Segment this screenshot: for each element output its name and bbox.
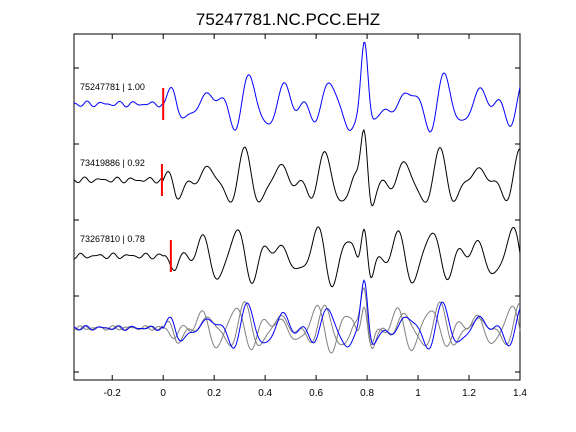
waveform-traces xyxy=(73,41,521,354)
x-tick-label: 1.4 xyxy=(513,388,527,399)
x-tick-label: 0.8 xyxy=(360,388,374,399)
plot-frame xyxy=(73,33,521,381)
trace-line xyxy=(73,41,521,133)
x-tick-label: 1.2 xyxy=(462,388,476,399)
x-tick-label: 0.4 xyxy=(258,388,272,399)
overlay-trace xyxy=(73,279,521,350)
trace-line xyxy=(73,128,521,207)
x-tick-label: 1 xyxy=(415,388,421,399)
trace-label: 73267810 | 0.78 xyxy=(80,234,145,244)
trace-line xyxy=(73,226,521,288)
overlay-trace xyxy=(73,304,521,354)
trace-labels: 75247781 | 1.00 73419886 | 0.92 73267810 |… xyxy=(80,82,145,244)
chart-title: 75247781.NC.PCC.EHZ xyxy=(196,10,380,29)
pick-markers xyxy=(160,88,172,272)
trace-label: 75247781 | 1.00 xyxy=(80,82,145,92)
overlay-trace xyxy=(73,286,521,350)
x-tick-label: 0.2 xyxy=(207,388,221,399)
x-axis: -0.2 0 0.2 0.4 0.6 0.8 1 1.2 1.4 xyxy=(104,34,527,399)
y-axis-ticks xyxy=(74,67,520,373)
trace-label: 73419886 | 0.92 xyxy=(80,158,145,168)
x-tick-label: -0.2 xyxy=(104,388,122,399)
x-tick-label: 0.6 xyxy=(309,388,323,399)
x-tick-label: 0 xyxy=(160,388,166,399)
